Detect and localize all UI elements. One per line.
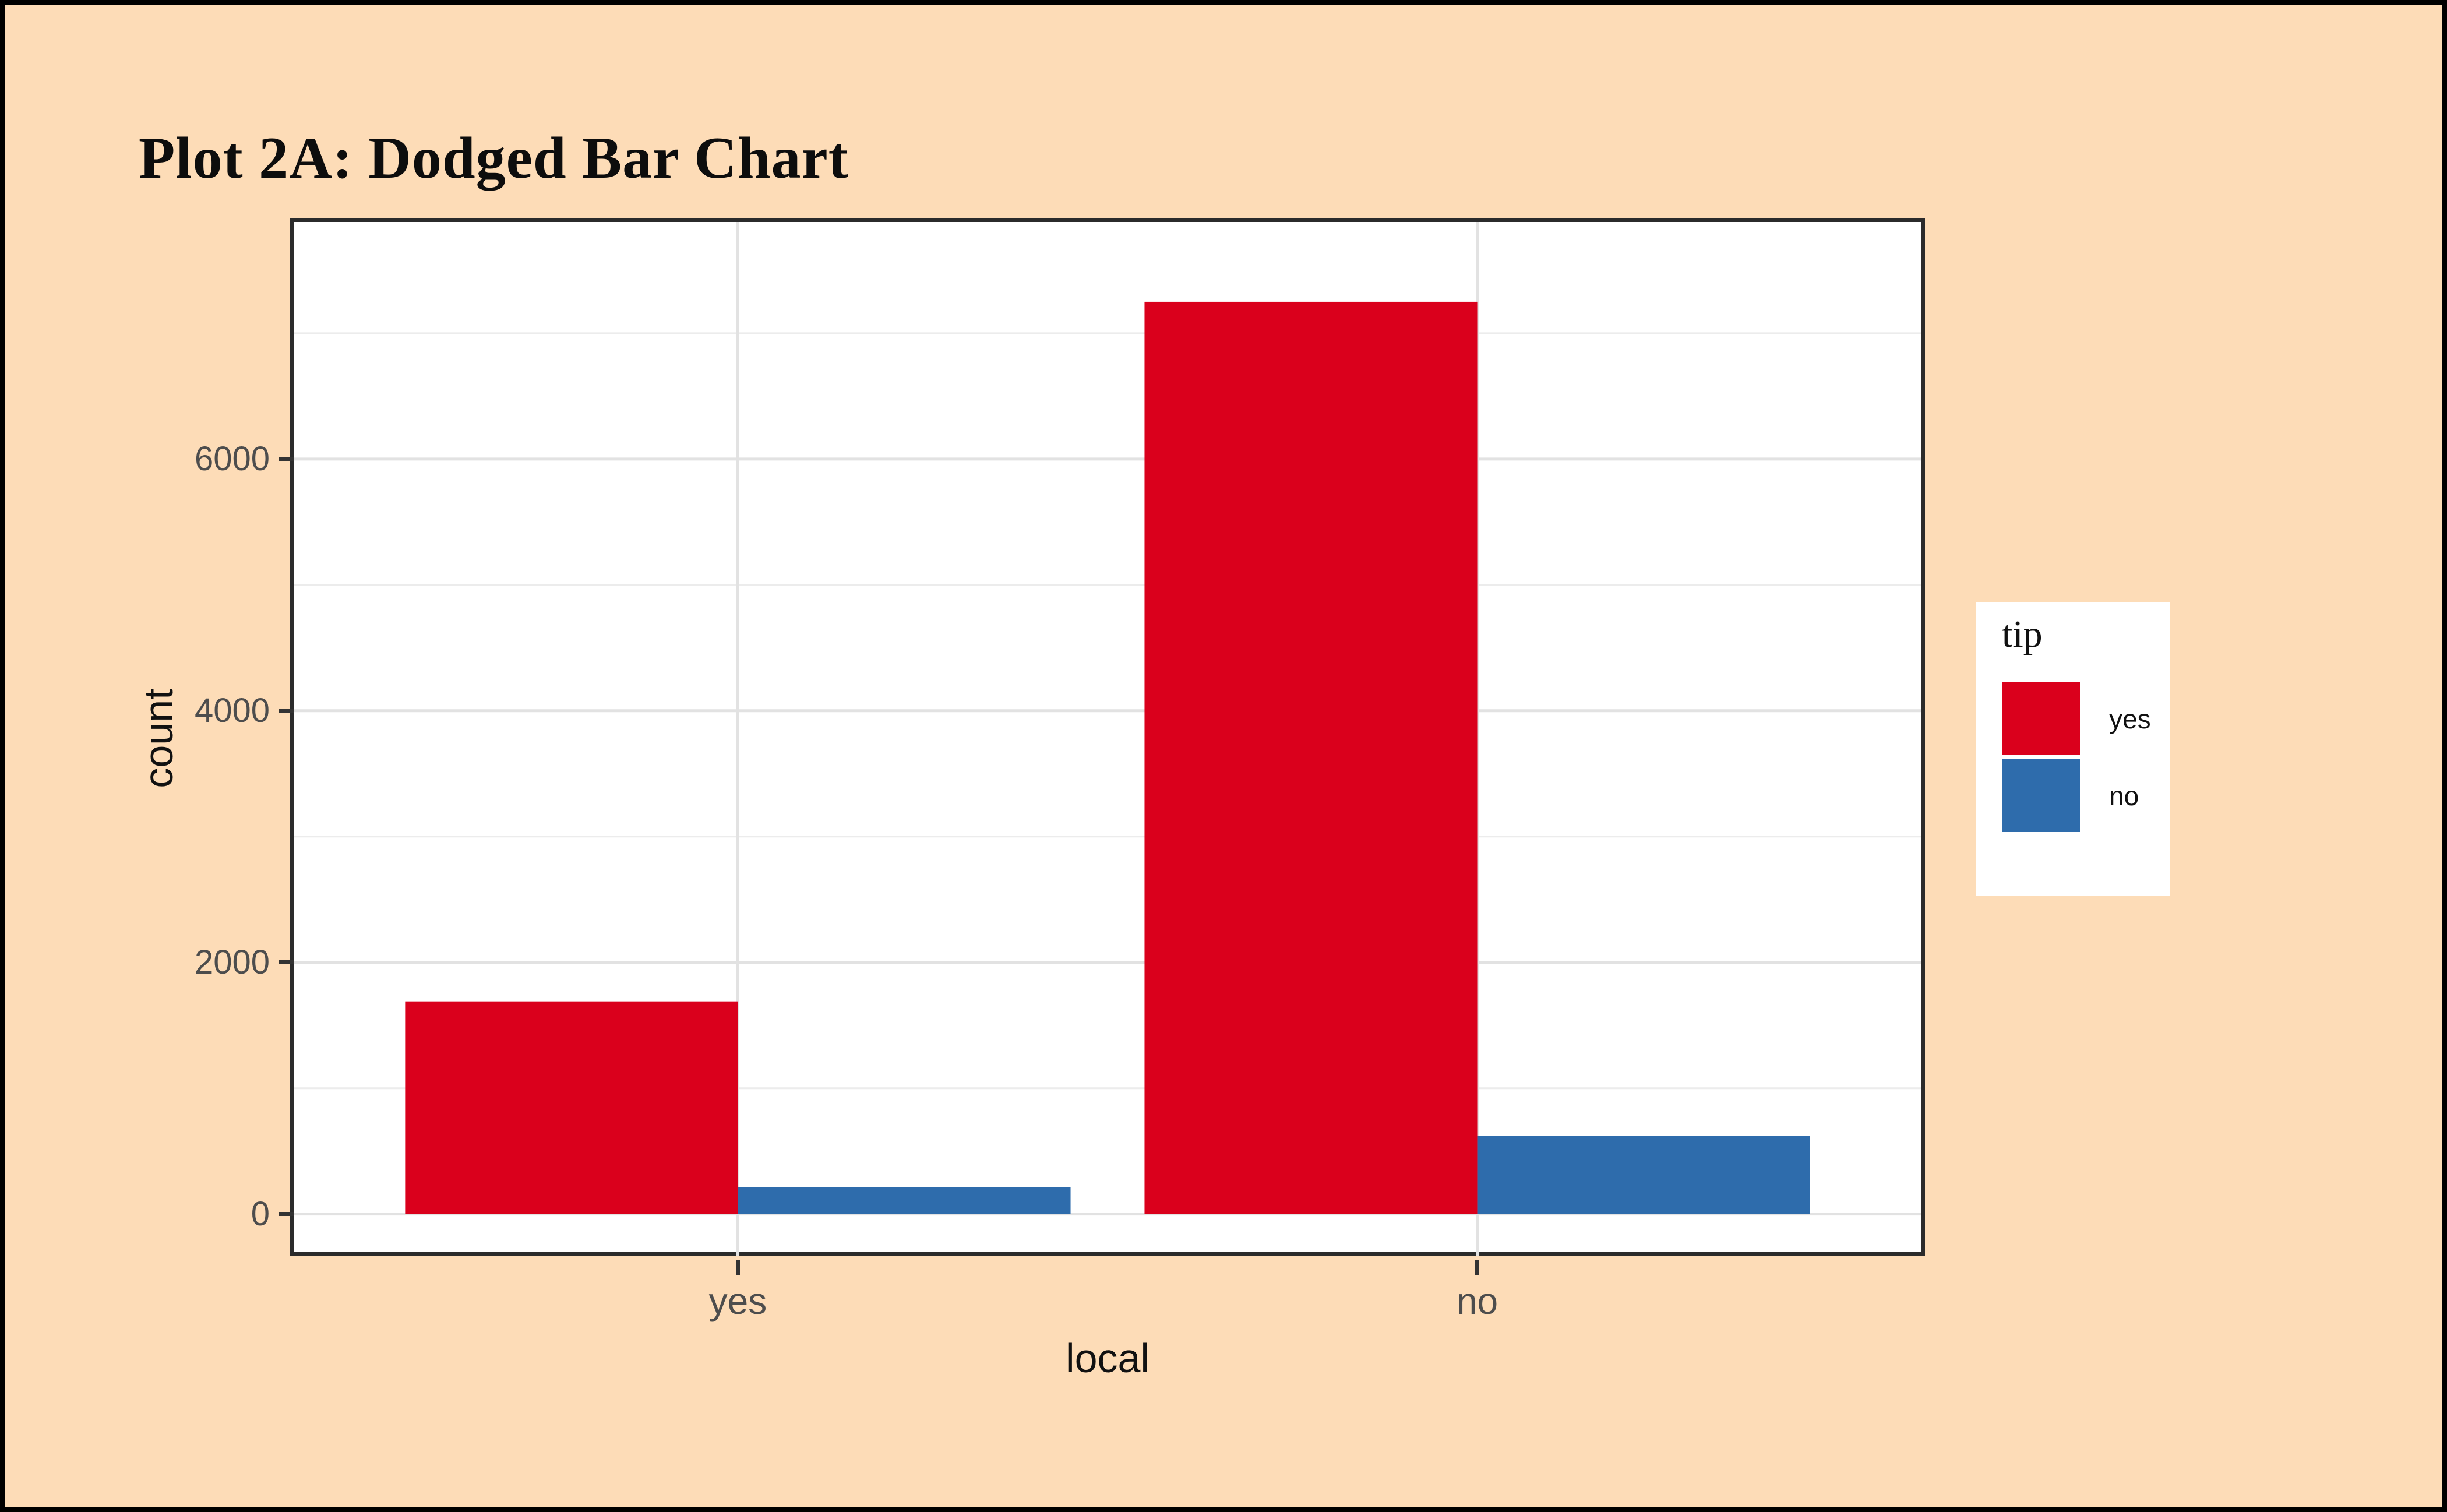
legend-label-yes: yes (2109, 704, 2151, 734)
x-category-label-no: no (1456, 1280, 1498, 1322)
bar-no-no (1477, 1136, 1810, 1214)
legend-title: tip (2002, 613, 2043, 655)
y-axis-title: count (136, 688, 181, 788)
legend-swatch-yes (2002, 682, 2080, 755)
x-tick-mark-yes (735, 1260, 740, 1275)
x-category-label-yes: yes (708, 1280, 767, 1322)
y-tick-label-0: 0 (251, 1194, 270, 1233)
bar-yes-no (738, 1187, 1071, 1214)
legend-swatch-no (2002, 759, 2080, 832)
y-tick-mark-0 (279, 1212, 294, 1217)
y-tick-mark-2000 (279, 960, 294, 965)
bar-yes-yes (405, 1001, 738, 1214)
y-tick-label-6000: 6000 (194, 439, 270, 478)
y-tick-label-4000: 4000 (194, 691, 270, 729)
legend: tip yes no (1976, 602, 2170, 896)
plot-area-svg (294, 222, 1921, 1256)
y-tick-mark-6000 (279, 457, 294, 461)
chart-title: Plot 2A: Dodged Bar Chart (139, 125, 849, 191)
legend-label-no: no (2109, 781, 2139, 811)
bar-no-yes (1144, 301, 1478, 1214)
x-axis-title: local (1066, 1335, 1150, 1381)
y-tick-mark-4000 (279, 709, 294, 713)
x-tick-mark-no (1475, 1260, 1480, 1275)
y-tick-label-2000: 2000 (194, 943, 270, 981)
